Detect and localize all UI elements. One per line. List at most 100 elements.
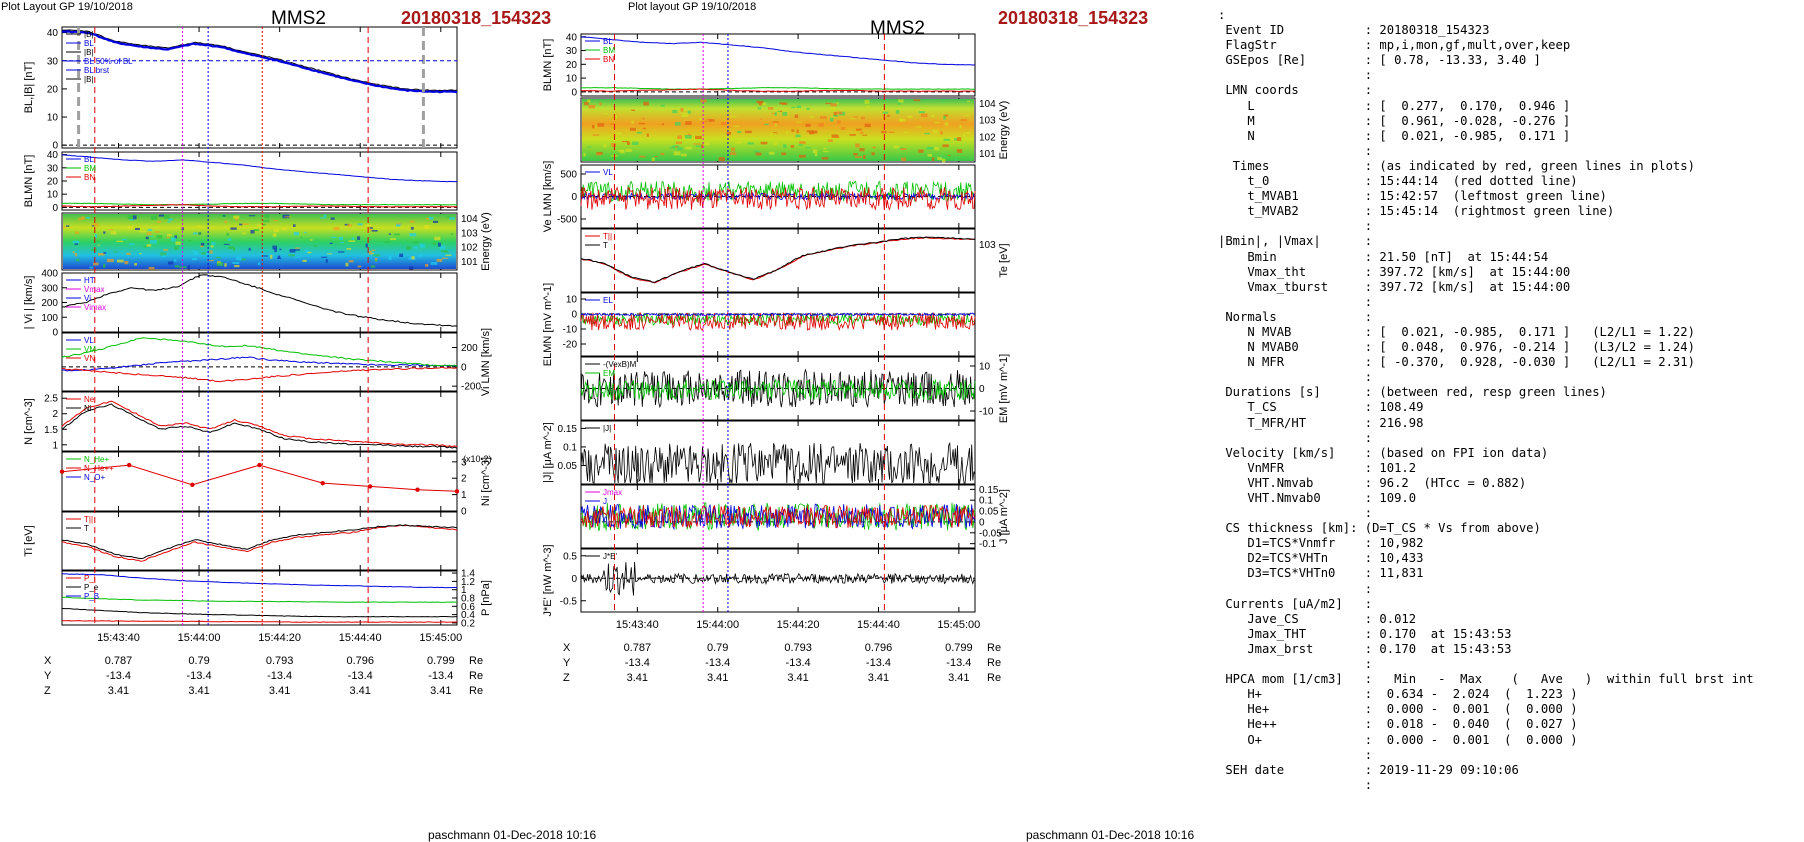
legend-L4-2: Vi <box>84 294 91 303</box>
spectrogram-speck <box>248 215 256 217</box>
spectrogram-speck <box>113 251 118 253</box>
spectrogram-speck <box>833 114 839 117</box>
ni-scale-note: (x10-2) <box>463 454 492 464</box>
spectrogram-speck <box>599 102 602 106</box>
spectrogram-speck <box>781 152 787 156</box>
spectrogram-speck <box>262 223 266 226</box>
trace-M6-1 <box>580 378 976 401</box>
ytick-label-M8-5: 0.15 <box>979 485 999 496</box>
spectrogram-speck <box>132 215 137 220</box>
series-L7-N_He++ <box>61 464 458 492</box>
spectrogram-speck <box>865 105 871 108</box>
legend-L6-1: Ni <box>84 404 92 413</box>
spectrogram-speck <box>139 230 146 233</box>
spectrogram-speck <box>588 104 596 109</box>
spectrogram-speck <box>167 221 171 223</box>
spectrogram-speck <box>860 116 865 120</box>
ylabel-L1: BL,|B| [nT] <box>23 62 35 114</box>
spectrogram-speck <box>374 258 378 262</box>
spectrogram-speck <box>148 235 154 237</box>
spectrogram-speck <box>116 259 124 263</box>
spectrogram-speck <box>94 234 98 239</box>
ytick-label-L1-2: 20 <box>47 84 59 95</box>
spectrogram-speck <box>371 249 376 252</box>
spectrogram-speck <box>294 249 300 251</box>
panel-frame-L3 <box>61 212 458 271</box>
spectrogram-speck <box>273 228 279 233</box>
time-tick-label-2: 15:44:20 <box>777 619 820 631</box>
legend-L1-1: BL <box>84 39 94 48</box>
spectrogram-speck <box>610 123 615 125</box>
orbit-value-Y-2: -13.4 <box>267 670 292 682</box>
spectrogram-speck <box>596 153 601 156</box>
spectrogram-speck <box>439 245 446 249</box>
spectrogram-speck <box>240 258 246 261</box>
spectrogram-speck <box>89 266 94 269</box>
legend-L8-1: T <box>84 524 89 533</box>
left-spacecraft-title: MMS2 <box>271 8 326 29</box>
spectrogram-speck <box>708 119 715 122</box>
ylabel-L3: Energy (eV) <box>480 212 492 271</box>
spectrogram-speck <box>796 129 799 134</box>
spectrogram-speck <box>660 104 665 107</box>
spectrogram-speck <box>393 233 401 236</box>
spectrogram-speck <box>424 225 430 229</box>
legend-L4-1: Vmax <box>84 285 104 294</box>
legend-M1-2: BN <box>603 55 614 64</box>
spectrogram-speck <box>103 231 106 234</box>
time-tick-label-3: 15:44:40 <box>857 619 900 631</box>
legend-L5-1: VM <box>84 345 96 354</box>
spectrogram-speck <box>274 248 277 253</box>
ytick-label-M9-1: 0 <box>571 574 577 585</box>
spectrogram-speck <box>964 114 970 117</box>
spectrogram-speck <box>820 116 827 120</box>
spectrogram-speck <box>930 115 935 118</box>
spectrogram-speck <box>594 124 597 129</box>
spectrogram-speck <box>808 131 814 135</box>
ytick-label-L7-1: 1 <box>461 490 467 501</box>
spectrogram-speck <box>445 254 452 256</box>
orbit-value-Z-2: 3.41 <box>269 685 290 697</box>
spectrogram-speck <box>74 253 78 257</box>
orbit-value-X-2: 0.793 <box>266 655 294 667</box>
spectrogram-speck <box>329 242 333 244</box>
spectrogram-speck <box>63 226 67 228</box>
spectrogram-speck <box>209 250 213 254</box>
ytick-label-M2-0: 101 <box>979 149 996 160</box>
ytick-label-M1-1: 10 <box>566 74 578 85</box>
legend-L2-0: BL <box>84 155 94 164</box>
series-L5-VM <box>61 337 458 367</box>
spectrogram-speck <box>638 122 646 125</box>
orbit-value-Y-3: -13.4 <box>866 657 891 669</box>
spectrogram-speck <box>791 106 796 109</box>
spectrogram-speck <box>163 215 170 219</box>
ytick-label-L1-1: 10 <box>47 113 59 124</box>
ytick-label-M2-3: 104 <box>979 99 996 110</box>
panel-frame-M2 <box>580 97 976 163</box>
spectrogram-speck <box>434 236 441 241</box>
spectrogram-speck <box>390 238 396 241</box>
spectrogram-speck <box>943 114 948 117</box>
legend-L5-0: VL <box>84 336 94 345</box>
time-tick-label-4: 15:45:00 <box>419 632 462 644</box>
legend-M5-0: EL <box>603 296 613 305</box>
spectrogram-speck <box>388 233 391 235</box>
spectrogram-speck <box>772 121 779 123</box>
ytick-label-M7-0: 0.05 <box>558 461 578 472</box>
spectrogram-speck <box>148 266 155 270</box>
spectrogram-speck <box>811 130 818 134</box>
orbit-value-X-0: 0.787 <box>624 642 652 654</box>
spectrogram-speck <box>761 102 767 106</box>
spectrogram-speck <box>293 232 299 236</box>
spectrogram-speck <box>932 129 939 133</box>
ytick-label-M8-2: 0 <box>979 517 985 528</box>
spectrogram-speck <box>166 236 170 239</box>
ytick-label-L4-0: 0 <box>52 328 58 339</box>
spectrogram-speck <box>849 134 856 136</box>
spectrogram-speck <box>941 100 946 102</box>
spectrogram-speck <box>684 134 692 139</box>
spectrogram-speck <box>337 251 345 253</box>
legend-L9-1: P_e <box>84 583 99 592</box>
spectrogram-speck <box>765 152 771 155</box>
